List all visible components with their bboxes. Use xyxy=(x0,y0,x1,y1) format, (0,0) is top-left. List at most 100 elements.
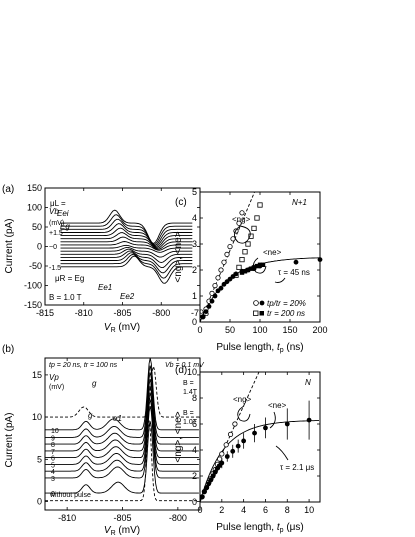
panel-c-xtick-label: 200 xyxy=(312,325,327,335)
panel-a-ann-muL: μL = xyxy=(50,199,66,208)
panel-c-point-filled-circle xyxy=(206,304,212,309)
panel-c-point-open-square xyxy=(245,241,251,247)
panel-d-ann-tau: τ = 2.1 μs xyxy=(280,463,314,472)
panel-d-ng-loop xyxy=(237,405,251,422)
panel-d-tau-pointer xyxy=(275,445,289,461)
panel-c-point-open-square xyxy=(251,225,257,231)
panel-c-point-filled-square xyxy=(245,267,251,273)
panel-a-xtick-label: -810 xyxy=(75,308,93,318)
panel-a-xlabel-sub: R xyxy=(111,327,116,334)
panel-c-legend-filled-circle xyxy=(259,300,265,306)
panel-d-ng-line xyxy=(199,371,260,503)
panel-b-trace-without-pulse xyxy=(45,420,199,502)
panel-d-point-filled-circle xyxy=(284,421,290,427)
panel-d-point-filled-circle xyxy=(252,430,257,436)
panel-c-tau-pointer xyxy=(274,277,286,283)
panel-c-ann-leg2: tr = 200 ns xyxy=(267,309,305,318)
panel-a-ytick-label: 100 xyxy=(27,203,42,213)
panel-a-trace xyxy=(60,218,193,246)
panel-c-ng-loop xyxy=(234,225,251,244)
panel-c-point-open-circle xyxy=(218,267,224,273)
panel-d-xlabel: Pulse length, tp (μs) xyxy=(216,522,304,534)
panel-b-vp-label: 5 xyxy=(51,462,55,469)
panel-a-label: (a) xyxy=(2,184,14,195)
panel-a-ann-muR: μR = Eg xyxy=(55,274,84,283)
panel-d-xtick-label: 8 xyxy=(285,505,290,515)
panel-c-ytick-label: 0 xyxy=(192,317,197,327)
panel-a-trace xyxy=(60,248,193,263)
panel-c-xlabel-text: Pulse length, xyxy=(216,342,277,353)
panel-b-ann-B10: B = xyxy=(183,410,194,417)
panel-b-xlabel-sub: R xyxy=(111,530,116,537)
panel-b-trace xyxy=(45,379,199,452)
panel-a-ytick-label: 50 xyxy=(32,222,42,232)
panel-c-point-open-square xyxy=(236,264,242,271)
panel-d-ne-pointer xyxy=(269,411,276,429)
panel-b-ytick-label: 5 xyxy=(37,454,42,464)
panel-d-point-filled-circle xyxy=(206,481,212,487)
panel-c-ytick-label: 3 xyxy=(192,239,197,249)
panel-c-point-filled-square xyxy=(260,262,266,267)
panel-c-ylabel: <ng>, <ne> xyxy=(173,231,184,282)
panel-c-ytick-label: 5 xyxy=(192,187,197,197)
panel-c-ann-state: N+1 xyxy=(292,198,307,207)
panel-b-trace xyxy=(45,399,199,472)
panel-a-xlabel-unit: (mV) xyxy=(116,322,140,333)
panel-c-point-open-circle xyxy=(236,220,242,226)
panel-b-ytick-label: 0 xyxy=(37,497,42,507)
panel-d-point-filled-circle xyxy=(263,425,268,431)
panel-b-xlabel-main: V xyxy=(104,525,112,536)
panel-a-ytick-label: -150 xyxy=(24,300,42,310)
panel-c-point-open-square xyxy=(242,249,248,255)
panel-a-ann-p15: +1.5 xyxy=(49,230,63,237)
panel-a-xlabel: VR (mV) xyxy=(104,322,140,334)
panel-d-xtick-label: 4 xyxy=(241,505,246,515)
panel-c-point-filled-circle xyxy=(209,298,215,304)
panel-c-point-filled-square xyxy=(248,266,254,271)
panel-b-ylabel: Current (pA) xyxy=(4,412,15,467)
panel-d-point-filled-circle xyxy=(306,417,312,423)
panel-c-ne-loop xyxy=(253,257,267,274)
panel-d-point-filled-circle xyxy=(199,494,205,500)
panel-c-point-filled-circle xyxy=(233,271,239,277)
panel-c-point-open-square xyxy=(248,233,254,239)
panel-b-ann-e1: e1 xyxy=(113,414,122,423)
panel-a-ytick-label: 0 xyxy=(37,242,42,252)
panel-c-xlabel-var: t xyxy=(277,342,281,353)
panel-b-ann-Vp: Vp xyxy=(49,373,59,382)
panel-b-vp-label: 7 xyxy=(51,449,55,456)
panel-c-point-filled-square xyxy=(254,263,260,269)
panel-d-marks xyxy=(199,371,319,503)
panel-b-ann-without: without pulse xyxy=(49,492,91,499)
panel-c-legend-open-square xyxy=(253,310,259,316)
panel-a-trace xyxy=(60,241,193,251)
panel-c-point-open-circle xyxy=(209,290,215,296)
panel-c-point-open-circle xyxy=(224,251,230,257)
panel-c-point-filled-circle xyxy=(200,314,206,320)
panel-a-ann-Ee2: Ee2 xyxy=(120,292,135,301)
panel-b-trace xyxy=(45,385,199,459)
panel-b-ticks: -810 -805 -800 0 5 10 15 xyxy=(32,358,200,523)
panel-a-trace xyxy=(60,255,193,284)
panel-b-vp-label: 8 xyxy=(51,442,55,449)
panel-d-point-filled-circle xyxy=(208,477,214,483)
panel-b-trace xyxy=(45,372,199,445)
panel-c-point-filled-square xyxy=(257,262,263,267)
panel-d-ann-state: N xyxy=(305,378,311,387)
panel-d-ytick-label: 0 xyxy=(192,497,197,507)
panel-c-point-filled-square xyxy=(242,269,248,274)
panel-c-point-open-circle xyxy=(212,282,218,289)
panel-b-ann-Vp-unit: (mV) xyxy=(49,384,64,391)
panel-c-point-open-square xyxy=(239,256,245,263)
panel-c-xtick-label: 100 xyxy=(252,325,267,335)
panel-a-trace xyxy=(60,232,193,249)
panel-a: (a) -815 -810 -805 -800 -795-150-100-5005010… xyxy=(2,183,209,334)
panel-b-trace xyxy=(45,392,199,465)
panel-c-ann-ne: <ne> xyxy=(263,248,282,257)
panel-b-ann-params: tp = 20 ns, tr = 100 ns xyxy=(49,362,118,369)
panel-d-point-filled-circle xyxy=(235,443,241,449)
panel-c-xlabel-unit: (ns) xyxy=(284,342,304,353)
